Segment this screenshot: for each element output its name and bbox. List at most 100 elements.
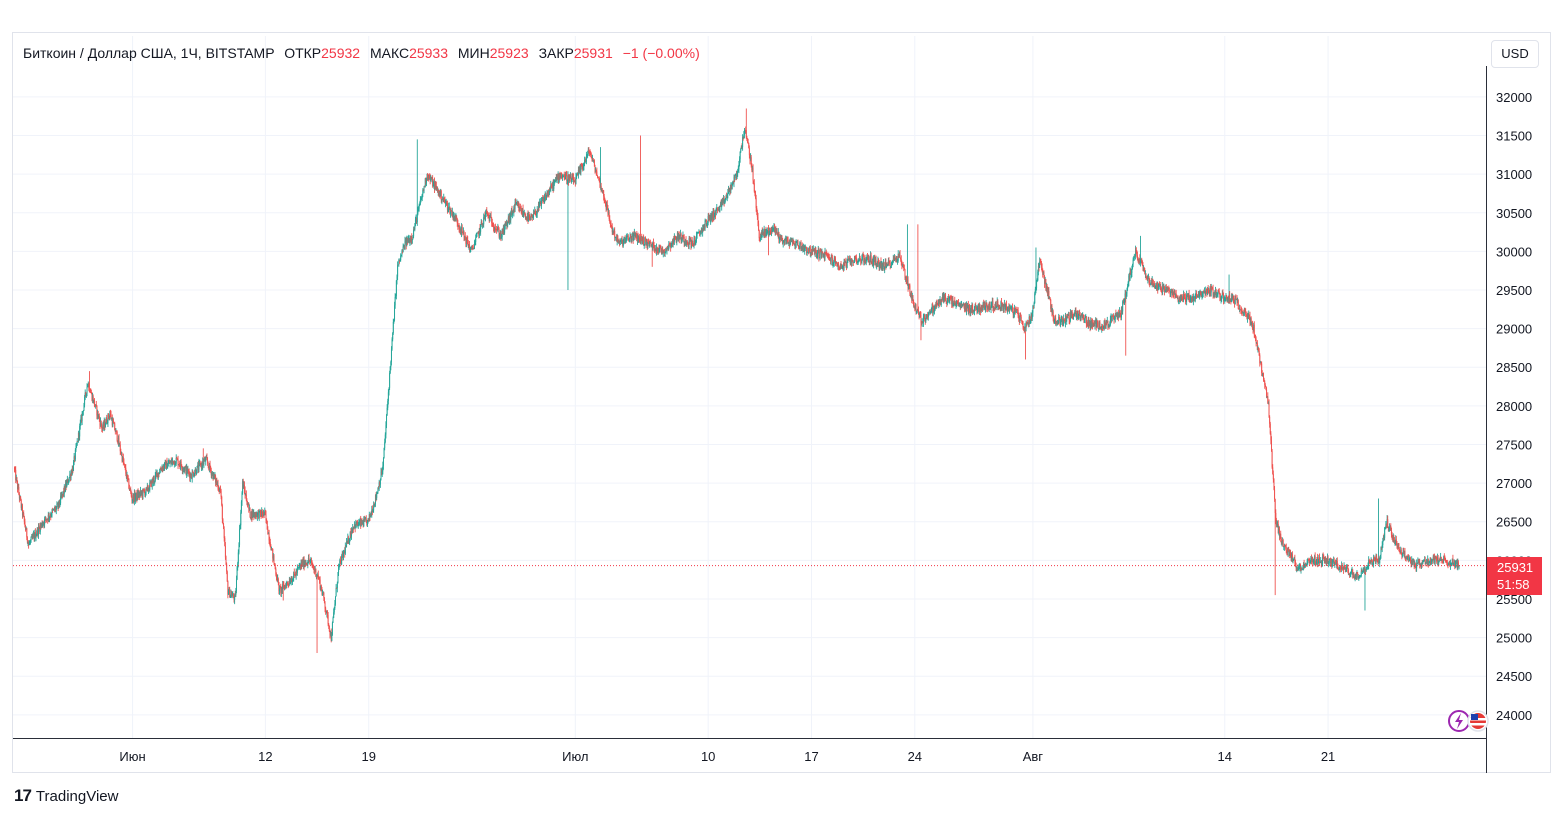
candle-body	[1371, 560, 1373, 565]
candle-body	[670, 245, 672, 248]
candle-body	[908, 284, 910, 289]
candle-body	[893, 258, 895, 261]
candle-body	[696, 232, 698, 235]
candle-body	[33, 534, 35, 536]
candle-body	[1422, 560, 1424, 564]
candle-body	[62, 491, 64, 495]
candle-body	[574, 181, 576, 183]
candle-body	[408, 238, 410, 240]
candle-body	[1073, 315, 1075, 317]
candle-body	[78, 432, 80, 437]
candle-body	[711, 214, 713, 220]
candle-body	[1203, 291, 1205, 293]
candle-body	[1078, 313, 1080, 316]
candle-body	[1446, 562, 1448, 565]
candle-body	[859, 256, 861, 260]
candle-body	[707, 215, 709, 224]
candle-body	[194, 472, 196, 476]
candle-body	[1093, 323, 1095, 325]
candle-body	[1009, 308, 1011, 310]
candle-body	[1251, 322, 1253, 329]
candle-body	[1221, 293, 1223, 296]
candle-body	[890, 265, 892, 267]
candle-body	[424, 186, 426, 188]
candle-body	[492, 226, 494, 228]
candle-body	[674, 236, 676, 238]
candle-body	[453, 216, 455, 219]
candle-body	[872, 259, 874, 265]
candle-body	[931, 306, 933, 308]
candle-body	[344, 550, 346, 554]
candle-body	[562, 175, 564, 177]
candle-body	[550, 184, 552, 187]
candle-body	[381, 471, 383, 475]
symbol-title[interactable]: Биткоин / Доллар США, 1Ч, BITSTAMP	[23, 45, 275, 61]
candle-body	[1203, 291, 1205, 293]
candle-body	[617, 240, 619, 243]
candle-body	[648, 242, 650, 244]
candle-body	[618, 240, 620, 242]
candle-body	[969, 305, 971, 310]
tradingview-brand[interactable]: 17 TradingView	[14, 786, 118, 806]
candle-body	[378, 488, 380, 490]
candle-body	[1435, 558, 1437, 559]
candle-body	[460, 229, 462, 234]
candle-body	[1395, 539, 1397, 543]
candle-body	[488, 214, 490, 216]
candle-body	[459, 228, 461, 231]
candle-body	[268, 532, 270, 541]
candle-body	[445, 202, 447, 204]
candle-body	[1190, 298, 1192, 300]
candle-body	[619, 241, 621, 246]
candle-body	[1408, 559, 1410, 562]
candle-body	[217, 483, 219, 490]
candle-body	[943, 294, 945, 299]
candle-body	[1170, 292, 1172, 295]
candle-body	[181, 468, 183, 471]
candle-body	[930, 311, 932, 313]
candle-body	[386, 414, 388, 426]
candle-body	[774, 224, 776, 232]
candle-body	[744, 129, 746, 131]
candle-body	[952, 298, 954, 307]
candle-body	[663, 250, 665, 252]
candle-body	[30, 537, 32, 541]
currency-button[interactable]: USD	[1491, 40, 1539, 68]
candle-body	[305, 563, 307, 565]
candle-body	[882, 262, 884, 265]
candle-body	[815, 250, 817, 257]
candle-body	[560, 173, 562, 177]
candle-body	[1004, 303, 1006, 306]
price-scale[interactable]: 2400024500250002550026000265002700027500…	[1496, 90, 1532, 723]
candle-body	[173, 461, 175, 465]
candle-body	[1127, 285, 1129, 289]
candle-body	[1149, 284, 1151, 286]
time-tick-label: Июн	[119, 749, 145, 764]
candle-body	[120, 451, 122, 454]
candle-body	[390, 348, 392, 362]
candle-body	[1380, 547, 1382, 555]
event-icons[interactable]	[1448, 710, 1489, 732]
candle-body	[96, 411, 98, 416]
candle-body	[285, 585, 287, 589]
candle-body	[785, 239, 787, 245]
candle-body	[288, 581, 290, 585]
time-scale[interactable]: Июн 12 19 Июл 10 17 24 Авг 14 21	[119, 749, 1335, 764]
open-value: 25932	[321, 45, 361, 61]
candle-body	[170, 460, 172, 463]
candle-body	[1256, 342, 1258, 351]
price-tick-label: 29000	[1496, 322, 1532, 337]
candle-body	[1419, 564, 1421, 565]
candle-body	[232, 593, 234, 598]
candle-body	[1017, 309, 1019, 310]
candle-body	[1031, 312, 1033, 319]
candle-body	[809, 246, 811, 253]
candle-body	[223, 524, 225, 530]
candle-body	[866, 256, 868, 260]
candle-body	[329, 631, 331, 635]
candle-body	[373, 504, 375, 511]
candle-body	[1117, 311, 1119, 318]
candle-body	[658, 248, 660, 253]
candle-body	[738, 164, 740, 170]
